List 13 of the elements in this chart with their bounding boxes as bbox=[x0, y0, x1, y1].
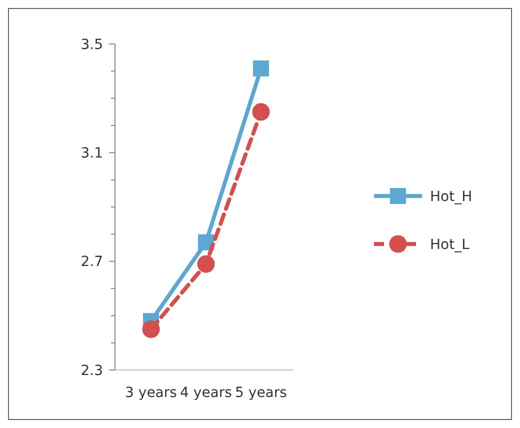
x-tick-label: 3 years bbox=[125, 385, 177, 401]
point bbox=[142, 320, 160, 338]
y-tick-label: 2.7 bbox=[80, 254, 103, 270]
x-tick-label: 5 years bbox=[235, 385, 287, 401]
legend-label: Hot_H bbox=[430, 188, 472, 205]
x-tick-label: 4 years bbox=[180, 385, 232, 401]
legend-label: Hot_L bbox=[430, 236, 470, 253]
y-tick-label: 2.3 bbox=[80, 362, 103, 379]
y-tick-label: 3.5 bbox=[80, 36, 103, 53]
point bbox=[197, 255, 215, 273]
point bbox=[252, 103, 270, 121]
point bbox=[253, 60, 269, 76]
y-tick-label: 3.1 bbox=[80, 146, 103, 162]
